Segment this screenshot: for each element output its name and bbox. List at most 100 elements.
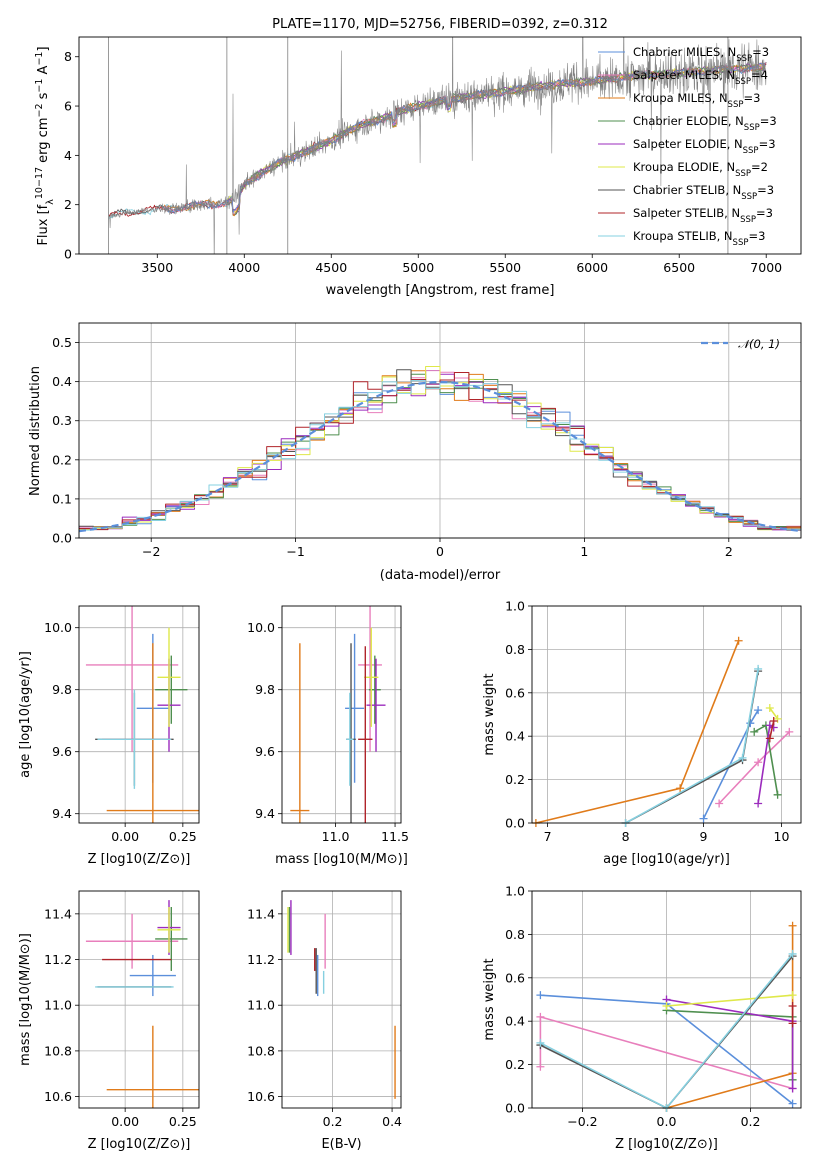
axes-frame	[281, 890, 402, 1109]
legend-entry: Kroupa STELIB, NSSP=3	[633, 229, 765, 248]
y-tick-label: 11.0	[247, 998, 275, 1013]
series-marker	[699, 814, 708, 823]
y-axis-label: Normed distribution	[28, 366, 43, 496]
errorbar-point	[358, 646, 373, 823]
legend-name: Salpeter ELODIE, N	[633, 137, 743, 151]
errorbar-point	[97, 689, 172, 789]
y-axis-label-part: Flux [f	[36, 204, 51, 245]
errorbar-point	[346, 692, 354, 786]
axes-frame	[531, 605, 802, 824]
x-tick-label: 11.0	[322, 829, 350, 844]
legend-entry: 𝒩(0, 1)	[738, 337, 780, 351]
y-tick-label: 8	[64, 49, 72, 64]
x-tick-label: 4000	[228, 260, 260, 275]
series-marker	[754, 758, 763, 767]
series-marker	[662, 1002, 671, 1011]
x-axis-label: Z [log10(Z/Z⊙)]	[615, 1137, 718, 1152]
x-tick-label: −0.2	[567, 1114, 597, 1129]
series-line	[540, 955, 794, 1108]
series-marker	[536, 1062, 545, 1071]
series-marker	[788, 949, 797, 958]
series-marker	[773, 790, 782, 799]
series-marker	[765, 703, 774, 712]
series-marker	[676, 784, 685, 793]
axes-age-vs-mass: 11.0 11.5 9.4 9.6 9.8 10.0	[247, 606, 409, 844]
y-tick-label: 1.0	[505, 599, 525, 614]
y-tick-label: 0.6	[505, 685, 525, 700]
axes-frame	[78, 36, 802, 255]
legend-sub: SSP	[740, 215, 756, 225]
legend-name: Kroupa ELODIE, N	[633, 160, 735, 174]
axes-frame	[531, 890, 802, 1109]
x-tick-label: 5500	[489, 260, 521, 275]
series-marker	[788, 1084, 797, 1093]
legend-value: =3	[752, 45, 769, 59]
y-tick-label: 0.6	[505, 970, 525, 985]
y-axis-label-part: −2	[34, 103, 45, 117]
y-tick-label: 0.3	[52, 413, 72, 428]
x-tick-label: 0.4	[382, 1114, 402, 1129]
errorbar-point	[155, 906, 188, 971]
y-tick-label: 11.4	[247, 906, 275, 921]
legend-entry: Salpeter ELODIE, NSSP=3	[633, 137, 776, 156]
y-axis-label: Flux [fλ10−17 erg cm−2 s−1 A−1]	[34, 46, 56, 245]
series-line	[666, 925, 794, 1108]
y-axis-label-part: −1	[34, 52, 45, 66]
x-tick-label: 0.25	[169, 1114, 197, 1129]
x-axis-label: Z [log10(Z/Z⊙)]	[88, 852, 191, 867]
errorbar-point	[85, 606, 179, 752]
series-line	[535, 640, 740, 823]
axes-mass-weight-vs-Z: −0.2 0.0 0.2 0.0 0.2 0.4 0.6 0.8 1.0	[505, 884, 801, 1129]
y-tick-label: 11.2	[44, 952, 72, 967]
legend-entry: Chabrier MILES, NSSP=3	[633, 45, 769, 64]
y-tick-label: 0.2	[52, 452, 72, 467]
series-marker	[769, 717, 778, 726]
y-tick-label: 0.4	[505, 1014, 525, 1029]
y-tick-label: 10.0	[44, 620, 72, 635]
series-marker	[738, 753, 747, 762]
y-tick-label: 0.0	[505, 816, 525, 831]
series-marker	[536, 991, 545, 1000]
series-marker	[754, 799, 763, 808]
y-axis-label-part: −1	[34, 79, 45, 93]
axes-frame	[78, 322, 802, 539]
y-tick-label: 10.0	[247, 620, 275, 635]
x-tick-label: 6500	[663, 260, 695, 275]
y-tick-label: 0.2	[505, 1057, 525, 1072]
y-tick-label: 10.8	[247, 1043, 275, 1058]
legend-entry: Kroupa ELODIE, NSSP=2	[633, 160, 768, 179]
y-axis-label-part: A	[36, 65, 51, 78]
x-tick-label: 11.5	[381, 829, 409, 844]
legend-sub: SSP	[736, 54, 752, 64]
errorbar-point	[155, 655, 188, 724]
errorbar-point	[157, 906, 181, 953]
errorbar-point	[157, 627, 181, 727]
legend-value: =3	[757, 183, 774, 197]
y-tick-label: 0.0	[52, 531, 72, 546]
errorbar-point	[290, 643, 310, 823]
y-tick-label: 9.8	[255, 682, 275, 697]
series-marker	[750, 727, 759, 736]
chart-title: PLATE=1170, MJD=52756, FIBERID=0392, z=0…	[272, 17, 608, 32]
axes-residuals: −2 −1 0 1 2 0.0 0.1 0.2 0.3 0.4 0.5	[52, 323, 801, 559]
x-tick-label: 0.2	[323, 1114, 343, 1129]
legend-sub: SSP	[735, 77, 751, 87]
y-tick-label: 10.8	[44, 1043, 72, 1058]
y-axis-label-part: −17	[34, 167, 45, 187]
y-tick-label: 11.2	[247, 952, 275, 967]
x-tick-label: 8	[622, 829, 630, 844]
series-marker	[788, 1002, 797, 1011]
y-axis-label-part: erg cm	[36, 118, 51, 167]
axes-age-vs-Z: 0.00 0.25 9.4 9.6 9.8 10.0	[44, 606, 199, 844]
legend-sub: SSP	[743, 146, 759, 156]
axes-mass-weight-vs-age: 7 8 9 10 0.0 0.2 0.4 0.6 0.8 1.0	[505, 599, 801, 844]
y-tick-label: 9.8	[52, 682, 72, 697]
series-line	[666, 994, 793, 1007]
errorbar-point	[106, 1025, 199, 1108]
series-marker	[715, 799, 724, 808]
series-marker	[734, 636, 743, 645]
y-axis-label: mass weight	[482, 673, 497, 755]
y-tick-label: 0.4	[505, 729, 525, 744]
errorbar-point	[364, 627, 379, 727]
